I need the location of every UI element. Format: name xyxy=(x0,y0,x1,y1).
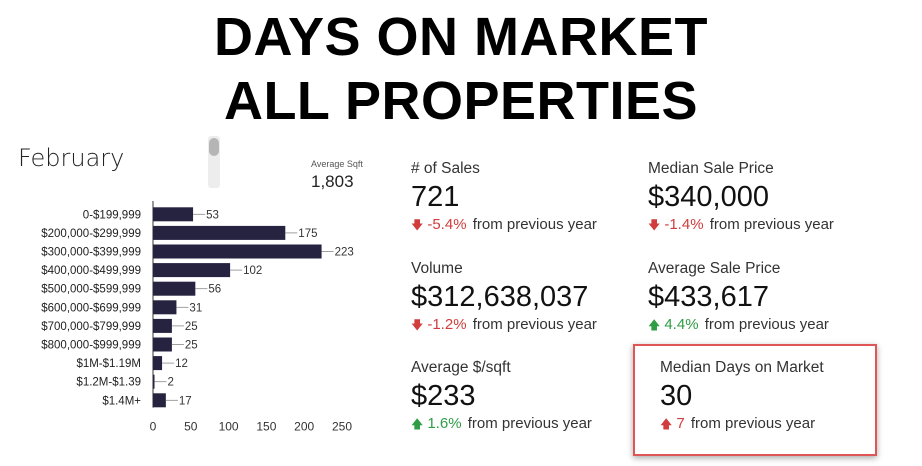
kpi-avg-psf-label: Average $/sqft xyxy=(411,359,511,376)
data-label: 17 xyxy=(179,395,192,407)
kpi-avg-price-value: $433,617 xyxy=(648,281,769,313)
scrollbar-thumb[interactable] xyxy=(209,138,219,156)
page-title-line2: ALL PROPERTIES xyxy=(223,71,699,131)
category-label: $700,000-$799,999 xyxy=(41,321,141,333)
kpi-volume-change-value: -1.2% xyxy=(427,316,467,333)
x-tick-label: 0 xyxy=(150,420,157,434)
data-label: 25 xyxy=(185,321,198,333)
kpi-sales-change-value: -5.4% xyxy=(427,216,467,233)
bar xyxy=(153,300,177,315)
scrollbar[interactable] xyxy=(208,136,220,188)
kpi-sales: # of Sales 721 🡇 -5.4% from previous year xyxy=(411,160,597,237)
category-label: $1.4M+ xyxy=(102,395,141,407)
kpi-avg-psf-value: $233 xyxy=(411,380,476,412)
arrow-up-icon: 🡅 xyxy=(648,318,661,332)
kpi-volume: Volume $312,638,037 🡇 -1.2% from previous… xyxy=(411,260,597,337)
kpi-median-dom: Median Days on Market 30 🡅 7 from previou… xyxy=(660,359,824,436)
bar xyxy=(153,263,231,278)
bar xyxy=(153,318,172,333)
data-label: 102 xyxy=(243,265,262,277)
data-label: 223 xyxy=(335,247,354,259)
kpi-sales-change-text: from previous year xyxy=(472,216,597,233)
average-sqft-value: 1,803 xyxy=(311,172,354,191)
x-tick-label: 200 xyxy=(294,420,314,434)
kpi-median-price-change: 🡇 -1.4% from previous year xyxy=(648,216,834,237)
kpi-median-dom-change-value: 7 xyxy=(676,415,685,432)
kpi-volume-value: $312,638,037 xyxy=(411,281,589,313)
bar xyxy=(153,207,194,222)
category-label: $800,000-$999,999 xyxy=(41,340,141,352)
category-label: $200,000-$299,999 xyxy=(41,228,141,240)
arrow-up-icon: 🡅 xyxy=(411,417,424,431)
bar xyxy=(153,225,286,240)
kpi-median-price-change-value: -1.4% xyxy=(664,216,704,233)
bar xyxy=(153,374,155,389)
average-sqft-label: Average Sqft xyxy=(311,159,363,169)
kpi-median-dom-value: 30 xyxy=(660,380,693,412)
kpi-median-price-label: Median Sale Price xyxy=(648,160,774,177)
x-tick-label: 50 xyxy=(184,420,198,434)
category-label: $1.2M-$1.39 xyxy=(76,377,141,389)
arrow-down-icon: 🡇 xyxy=(648,218,661,232)
kpi-avg-price-label: Average Sale Price xyxy=(648,260,781,277)
bar xyxy=(153,356,163,371)
data-label: 12 xyxy=(175,358,188,370)
category-label: 0-$199,999 xyxy=(83,209,141,221)
kpi-median-price-change-text: from previous year xyxy=(709,216,834,233)
kpi-avg-psf: Average $/sqft $233 🡅 1.6% from previous … xyxy=(411,359,592,436)
kpi-median-dom-change-text: from previous year xyxy=(690,415,816,432)
kpi-median-dom-label: Median Days on Market xyxy=(660,359,824,376)
category-label: $1M-$1.19M xyxy=(76,358,141,370)
x-tick-label: 250 xyxy=(332,420,352,434)
category-label: $500,000-$599,999 xyxy=(41,284,141,296)
period-label: February xyxy=(18,144,125,172)
category-label: $300,000-$399,999 xyxy=(41,247,141,259)
kpi-avg-psf-change-text: from previous year xyxy=(467,415,592,432)
data-label: 175 xyxy=(298,228,317,240)
kpi-avg-price-change-text: from previous year xyxy=(704,316,829,333)
arrow-down-icon: 🡇 xyxy=(411,218,424,232)
bar xyxy=(153,337,172,352)
data-label: 31 xyxy=(189,302,202,314)
kpi-median-price: Median Sale Price $340,000 🡇 -1.4% from p… xyxy=(648,160,834,237)
x-tick-label: 150 xyxy=(256,420,276,434)
bar xyxy=(153,393,166,408)
category-label: $600,000-$699,999 xyxy=(41,302,141,314)
kpi-avg-psf-change: 🡅 1.6% from previous year xyxy=(411,415,592,436)
data-label: 53 xyxy=(206,209,219,221)
kpi-volume-change: 🡇 -1.2% from previous year xyxy=(411,316,597,337)
kpi-avg-price-change: 🡅 4.4% from previous year xyxy=(648,316,829,337)
data-label: 56 xyxy=(208,284,221,296)
kpi-volume-change-text: from previous year xyxy=(472,316,597,333)
kpi-volume-label: Volume xyxy=(411,260,463,277)
price-range-bar-chart: 0-$199,999 53 $200,000-$299,999 175 $300,000… xyxy=(41,201,354,434)
kpi-median-dom-change: 🡅 7 from previous year xyxy=(660,415,824,436)
kpi-sales-change: 🡇 -5.4% from previous year xyxy=(411,216,597,237)
data-label: 2 xyxy=(168,377,174,389)
kpi-avg-price: Average Sale Price $433,617 🡅 4.4% from p… xyxy=(648,260,829,337)
arrow-down-icon: 🡇 xyxy=(411,318,424,332)
bar xyxy=(153,244,322,259)
arrow-up-icon: 🡅 xyxy=(660,417,673,431)
kpi-avg-psf-change-value: 1.6% xyxy=(427,415,462,432)
highlight-box xyxy=(633,344,877,456)
x-tick-label: 100 xyxy=(219,420,239,434)
kpi-sales-label: # of Sales xyxy=(411,160,480,177)
bar xyxy=(153,281,196,296)
category-label: $400,000-$499,999 xyxy=(41,265,141,277)
page-title-line1: DAYS ON MARKET xyxy=(213,7,709,67)
kpi-sales-value: 721 xyxy=(411,181,460,213)
kpi-median-price-value: $340,000 xyxy=(648,181,769,213)
data-label: 25 xyxy=(185,340,198,352)
kpi-avg-price-change-value: 4.4% xyxy=(664,316,699,333)
